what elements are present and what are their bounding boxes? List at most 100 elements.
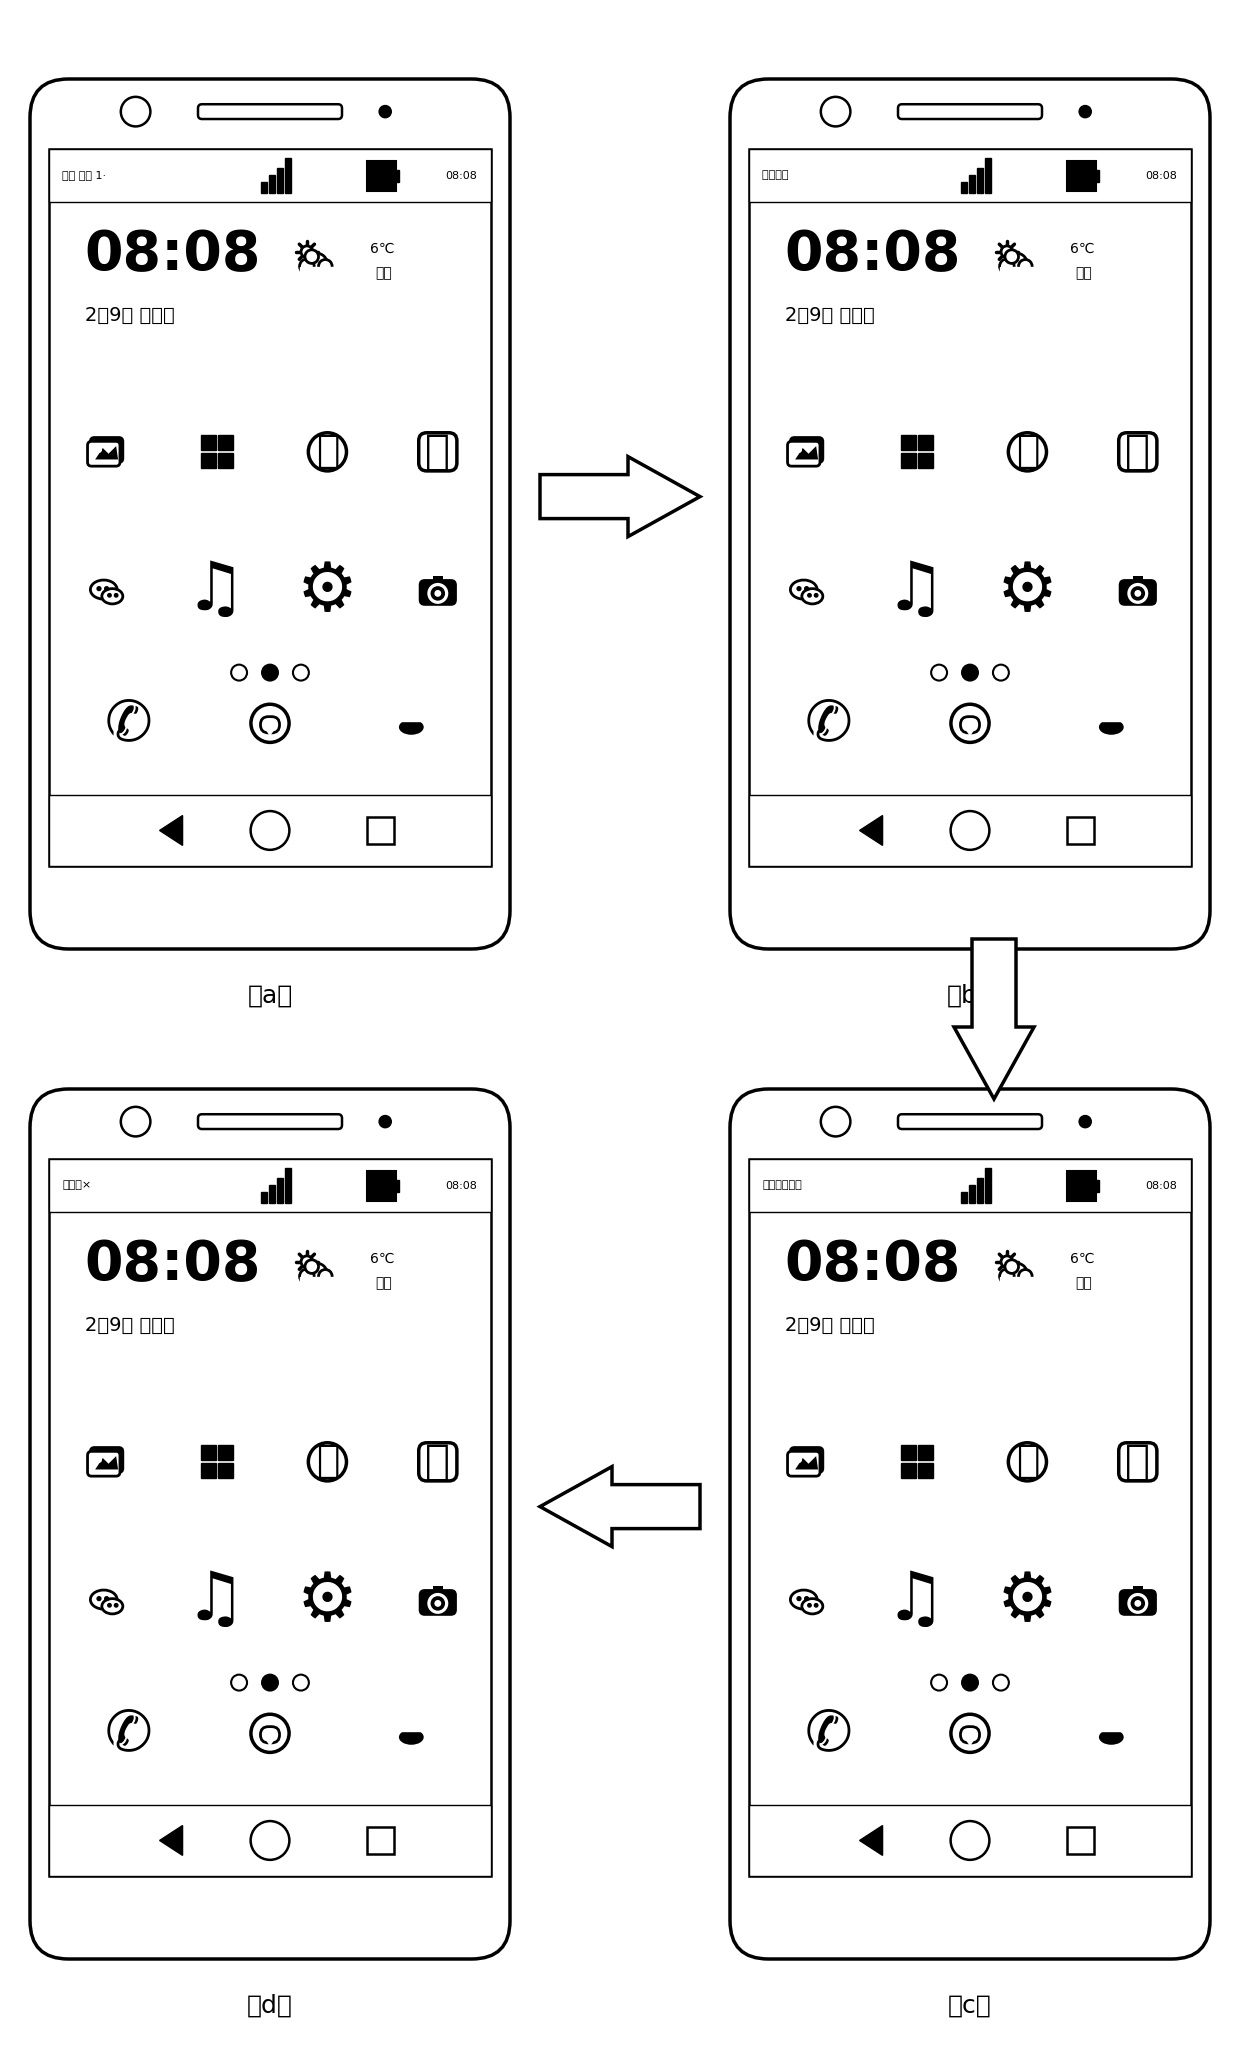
Text: ✆: ✆: [805, 696, 853, 752]
Polygon shape: [795, 447, 818, 459]
Bar: [1066, 1826, 1094, 1853]
Circle shape: [305, 1260, 319, 1272]
Circle shape: [1131, 587, 1145, 601]
Text: 2月9日 星期五: 2月9日 星期五: [84, 305, 175, 325]
Bar: [749, 148, 1190, 867]
Circle shape: [1106, 710, 1118, 723]
Circle shape: [993, 1674, 1009, 1690]
Text: 支: 支: [1126, 430, 1151, 474]
Circle shape: [120, 97, 150, 126]
Bar: [999, 268, 1034, 274]
Bar: [1096, 710, 1127, 721]
Circle shape: [306, 1264, 327, 1285]
Circle shape: [231, 1674, 247, 1690]
Circle shape: [309, 1443, 346, 1480]
Text: ✆: ✆: [105, 696, 153, 752]
Circle shape: [1131, 1596, 1145, 1610]
Circle shape: [999, 259, 1014, 274]
Circle shape: [407, 710, 418, 723]
Bar: [201, 1445, 216, 1460]
Bar: [433, 1585, 443, 1590]
Circle shape: [797, 587, 801, 591]
FancyBboxPatch shape: [88, 441, 120, 465]
Ellipse shape: [1099, 719, 1123, 735]
Circle shape: [1004, 1260, 1018, 1272]
Bar: [278, 169, 283, 194]
Circle shape: [120, 1108, 150, 1137]
Polygon shape: [95, 447, 118, 459]
Bar: [201, 453, 216, 467]
Bar: [367, 817, 394, 844]
Bar: [201, 1464, 216, 1478]
Circle shape: [796, 447, 801, 453]
Circle shape: [300, 259, 314, 274]
Text: 微: 微: [316, 1441, 339, 1480]
Circle shape: [931, 665, 947, 682]
FancyBboxPatch shape: [787, 441, 820, 465]
Bar: [900, 434, 915, 451]
Text: 6℃: 6℃: [370, 1252, 394, 1266]
Bar: [749, 1804, 1190, 1876]
Circle shape: [300, 1268, 314, 1283]
Bar: [900, 1445, 915, 1460]
Circle shape: [1127, 583, 1148, 603]
Circle shape: [931, 1674, 947, 1690]
Text: 支: 支: [425, 430, 450, 474]
Bar: [900, 1464, 915, 1478]
Circle shape: [97, 1596, 100, 1600]
Bar: [919, 1445, 934, 1460]
Bar: [999, 1277, 1034, 1285]
Polygon shape: [795, 1456, 818, 1470]
Circle shape: [805, 587, 808, 591]
Bar: [218, 453, 233, 467]
Bar: [1068, 161, 1096, 191]
Bar: [367, 1172, 396, 1200]
Text: （a）: （a）: [247, 984, 293, 1009]
Bar: [300, 1277, 334, 1285]
Bar: [396, 1719, 427, 1732]
Circle shape: [1001, 1256, 1013, 1268]
Text: ⚙: ⚙: [296, 560, 358, 626]
Ellipse shape: [790, 581, 817, 599]
Text: ⚙: ⚙: [997, 1569, 1058, 1635]
Circle shape: [428, 1594, 449, 1614]
FancyBboxPatch shape: [419, 1443, 456, 1480]
Text: ♫: ♫: [884, 558, 946, 624]
Text: 无服务×: 无服务×: [62, 1180, 92, 1190]
Polygon shape: [539, 457, 701, 537]
Bar: [396, 1180, 399, 1192]
Bar: [1096, 1719, 1127, 1732]
Circle shape: [1135, 591, 1141, 597]
Bar: [919, 1464, 934, 1478]
Text: 支: 支: [1126, 1441, 1151, 1482]
Ellipse shape: [91, 1590, 117, 1610]
Circle shape: [999, 1268, 1014, 1283]
Text: 微: 微: [1016, 432, 1039, 469]
Circle shape: [319, 259, 332, 274]
Bar: [367, 1826, 394, 1853]
Bar: [749, 1159, 1190, 1213]
Polygon shape: [954, 939, 1034, 1100]
Ellipse shape: [399, 1730, 424, 1744]
Bar: [201, 434, 216, 451]
Text: ⚙: ⚙: [296, 1569, 358, 1635]
Circle shape: [434, 1600, 441, 1606]
Circle shape: [430, 1596, 445, 1610]
FancyBboxPatch shape: [419, 1590, 456, 1616]
Circle shape: [305, 249, 319, 264]
Circle shape: [1006, 253, 1027, 274]
FancyBboxPatch shape: [30, 78, 510, 949]
Bar: [970, 1186, 975, 1202]
Text: ♫: ♫: [185, 558, 246, 624]
Bar: [986, 159, 991, 194]
Text: 北京: 北京: [374, 1277, 392, 1291]
FancyBboxPatch shape: [198, 105, 342, 119]
FancyBboxPatch shape: [1118, 432, 1157, 472]
Circle shape: [262, 1674, 278, 1690]
Circle shape: [262, 665, 278, 682]
Text: 08:08: 08:08: [84, 229, 262, 282]
Bar: [50, 148, 491, 202]
Polygon shape: [859, 815, 883, 846]
FancyBboxPatch shape: [260, 1728, 279, 1742]
Circle shape: [104, 1596, 109, 1600]
